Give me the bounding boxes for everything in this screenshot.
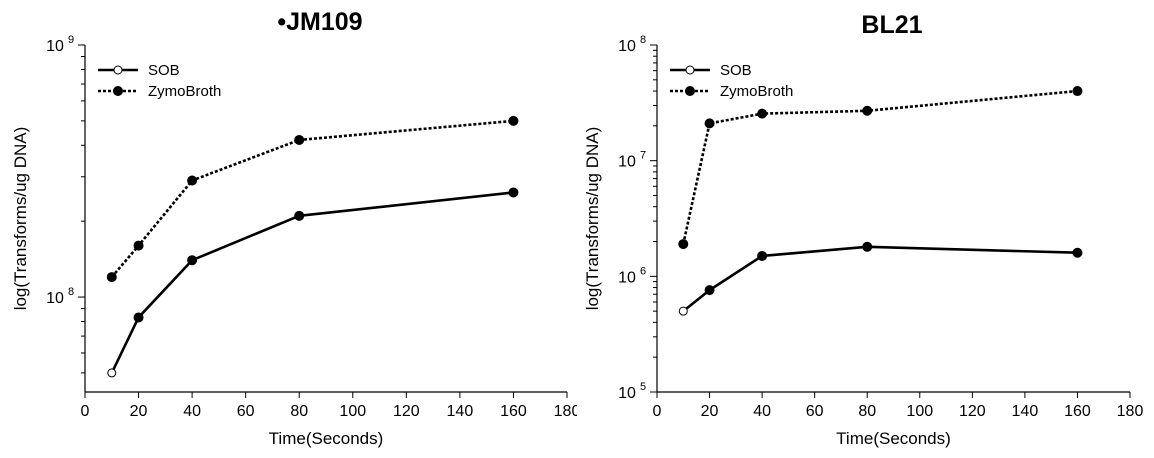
chart-panel-jm109: •JM109 0 20 40 60 80 100 120 140 160 180 10 8 10 9 Time…: [11, 8, 577, 448]
y-tick-label-base: 10: [618, 154, 636, 171]
y-tick-label-exponent: 7: [640, 150, 646, 162]
data-point: [704, 285, 715, 296]
data-point: [757, 250, 768, 261]
legend-marker: [113, 65, 123, 75]
x-tick-label: 180: [554, 403, 577, 420]
y-tick-label-exponent: 6: [640, 265, 646, 277]
legend-label: ZymoBroth: [148, 83, 221, 100]
chart-title: •JM109: [277, 8, 362, 36]
data-point: [106, 272, 117, 283]
y-tick-label-exponent: 8: [640, 34, 646, 46]
x-tick-label: 20: [130, 403, 148, 420]
series-line-0: [110, 191, 514, 374]
y-axis-label: log(Transforms/ug DNA): [583, 127, 602, 311]
data-point: [133, 312, 144, 323]
data-point: [678, 306, 688, 316]
x-axis-label: Time(Seconds): [269, 429, 384, 448]
series-line-1: [682, 89, 1078, 245]
chart-panel-bl21: BL21 0 20 40 60 80 100 120 140 160 180 10 5 10 6 10 7 10 8…: [577, 0, 1154, 458]
x-tick-label: 0: [653, 403, 662, 420]
data-point: [133, 240, 144, 251]
legend-marker: [113, 86, 124, 97]
y-tick-label-base: 10: [618, 385, 636, 402]
data-point: [508, 187, 519, 198]
y-tick-label-base: 10: [46, 38, 64, 55]
x-tick-label: 0: [81, 403, 90, 420]
x-tick-label: 160: [500, 403, 527, 420]
x-tick-label: 20: [701, 403, 719, 420]
data-point: [1072, 86, 1083, 97]
x-tick-label: 40: [183, 403, 201, 420]
y-tick-label-exponent: 8: [68, 286, 74, 298]
data-point: [294, 134, 305, 145]
y-tick-label-exponent: 5: [640, 381, 646, 393]
x-tick-label: 100: [906, 403, 933, 420]
x-tick-label: 40: [753, 403, 771, 420]
chart-jm109: •JM109 0 20 40 60 80 100 120 140 160 180 10 8 10 9 Time…: [11, 8, 577, 448]
data-point: [294, 210, 305, 221]
x-tick-label: 60: [806, 403, 824, 420]
x-tick-label: 80: [290, 403, 308, 420]
chart-title: BL21: [861, 11, 922, 39]
y-tick-label-base: 10: [618, 269, 636, 286]
data-point: [107, 368, 117, 378]
data-point: [678, 239, 689, 250]
x-tick-label: 180: [1117, 403, 1144, 420]
x-tick-label: 120: [959, 403, 986, 420]
data-point: [1072, 247, 1083, 258]
legend-marker: [685, 86, 696, 97]
legend-marker: [685, 65, 695, 75]
data-point: [187, 255, 198, 266]
legend-label: SOB: [148, 62, 180, 79]
y-tick-label-base: 10: [618, 38, 636, 55]
legend-label: SOB: [720, 62, 752, 79]
y-axis-label: log(Transforms/ug DNA): [11, 127, 30, 311]
data-point: [757, 108, 768, 119]
x-tick-label: 140: [1012, 403, 1039, 420]
y-tick-label-exponent: 9: [68, 34, 74, 46]
x-tick-label: 60: [237, 403, 255, 420]
legend-label: ZymoBroth: [720, 83, 793, 100]
data-point: [704, 118, 715, 129]
x-tick-label: 80: [858, 403, 876, 420]
x-tick-label: 140: [447, 403, 474, 420]
data-point: [862, 241, 873, 252]
series-line-0: [682, 245, 1078, 313]
data-point: [862, 105, 873, 116]
chart-bl21: BL21 0 20 40 60 80 100 120 140 160 180 10 5 10 6 10 7 10 8…: [583, 11, 1144, 448]
x-axis-label: Time(Seconds): [836, 429, 951, 448]
x-tick-label: 120: [393, 403, 420, 420]
data-point: [508, 115, 519, 126]
x-tick-label: 100: [339, 403, 366, 420]
x-tick-label: 160: [1064, 403, 1091, 420]
y-tick-label-base: 10: [46, 290, 64, 307]
data-point: [187, 175, 198, 186]
